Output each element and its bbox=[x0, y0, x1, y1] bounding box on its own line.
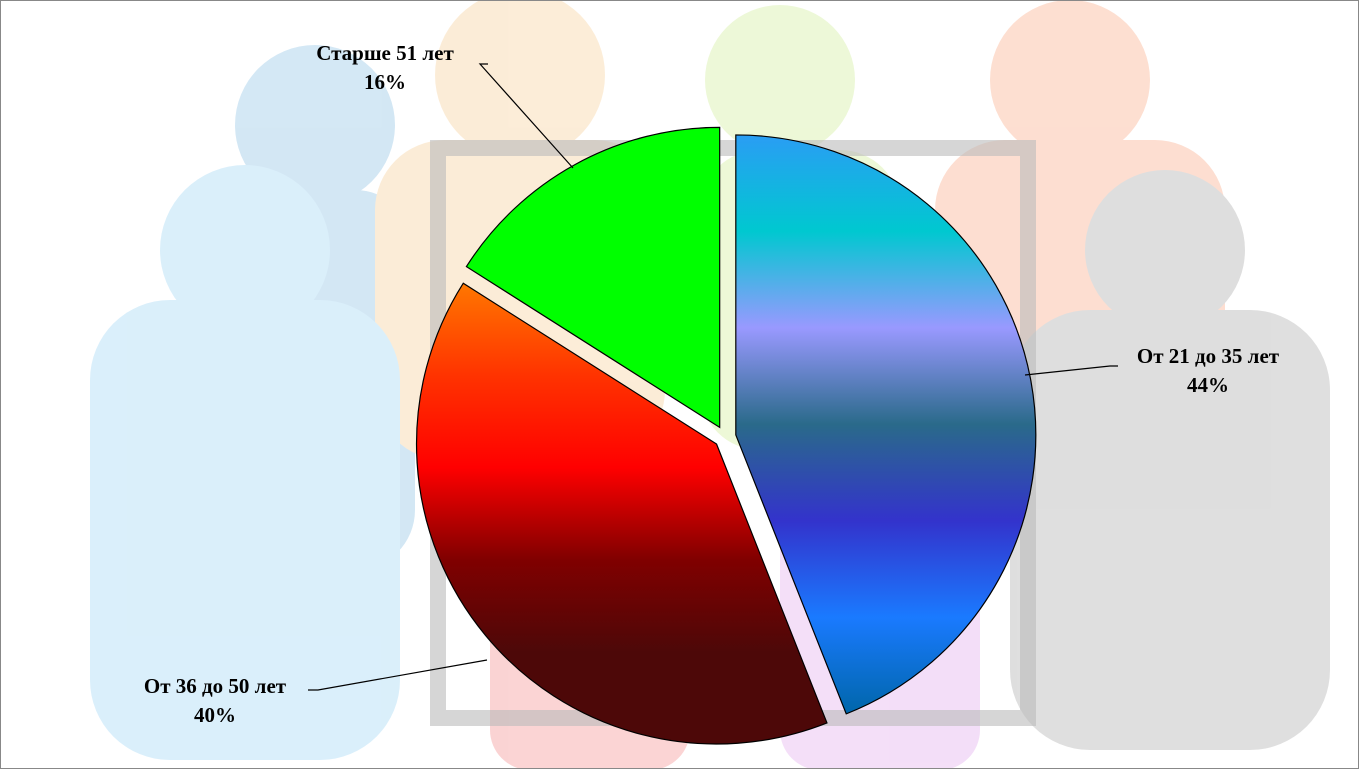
slice-label: От 36 до 50 лет bbox=[144, 674, 287, 698]
slice-label: От 21 до 35 лет bbox=[1137, 344, 1280, 368]
slice-value-label: 44% bbox=[1187, 373, 1229, 397]
pie-slice bbox=[415, 282, 828, 745]
leader-line bbox=[1024, 365, 1118, 376]
slice-label: Старше 51 лет bbox=[316, 41, 454, 65]
pie-slice bbox=[735, 134, 1037, 715]
pie-slice bbox=[465, 126, 721, 429]
leader-line bbox=[478, 63, 574, 169]
slice-value-label: 16% bbox=[364, 70, 406, 94]
slice-value-label: 40% bbox=[194, 703, 236, 727]
leader-line bbox=[308, 659, 488, 691]
